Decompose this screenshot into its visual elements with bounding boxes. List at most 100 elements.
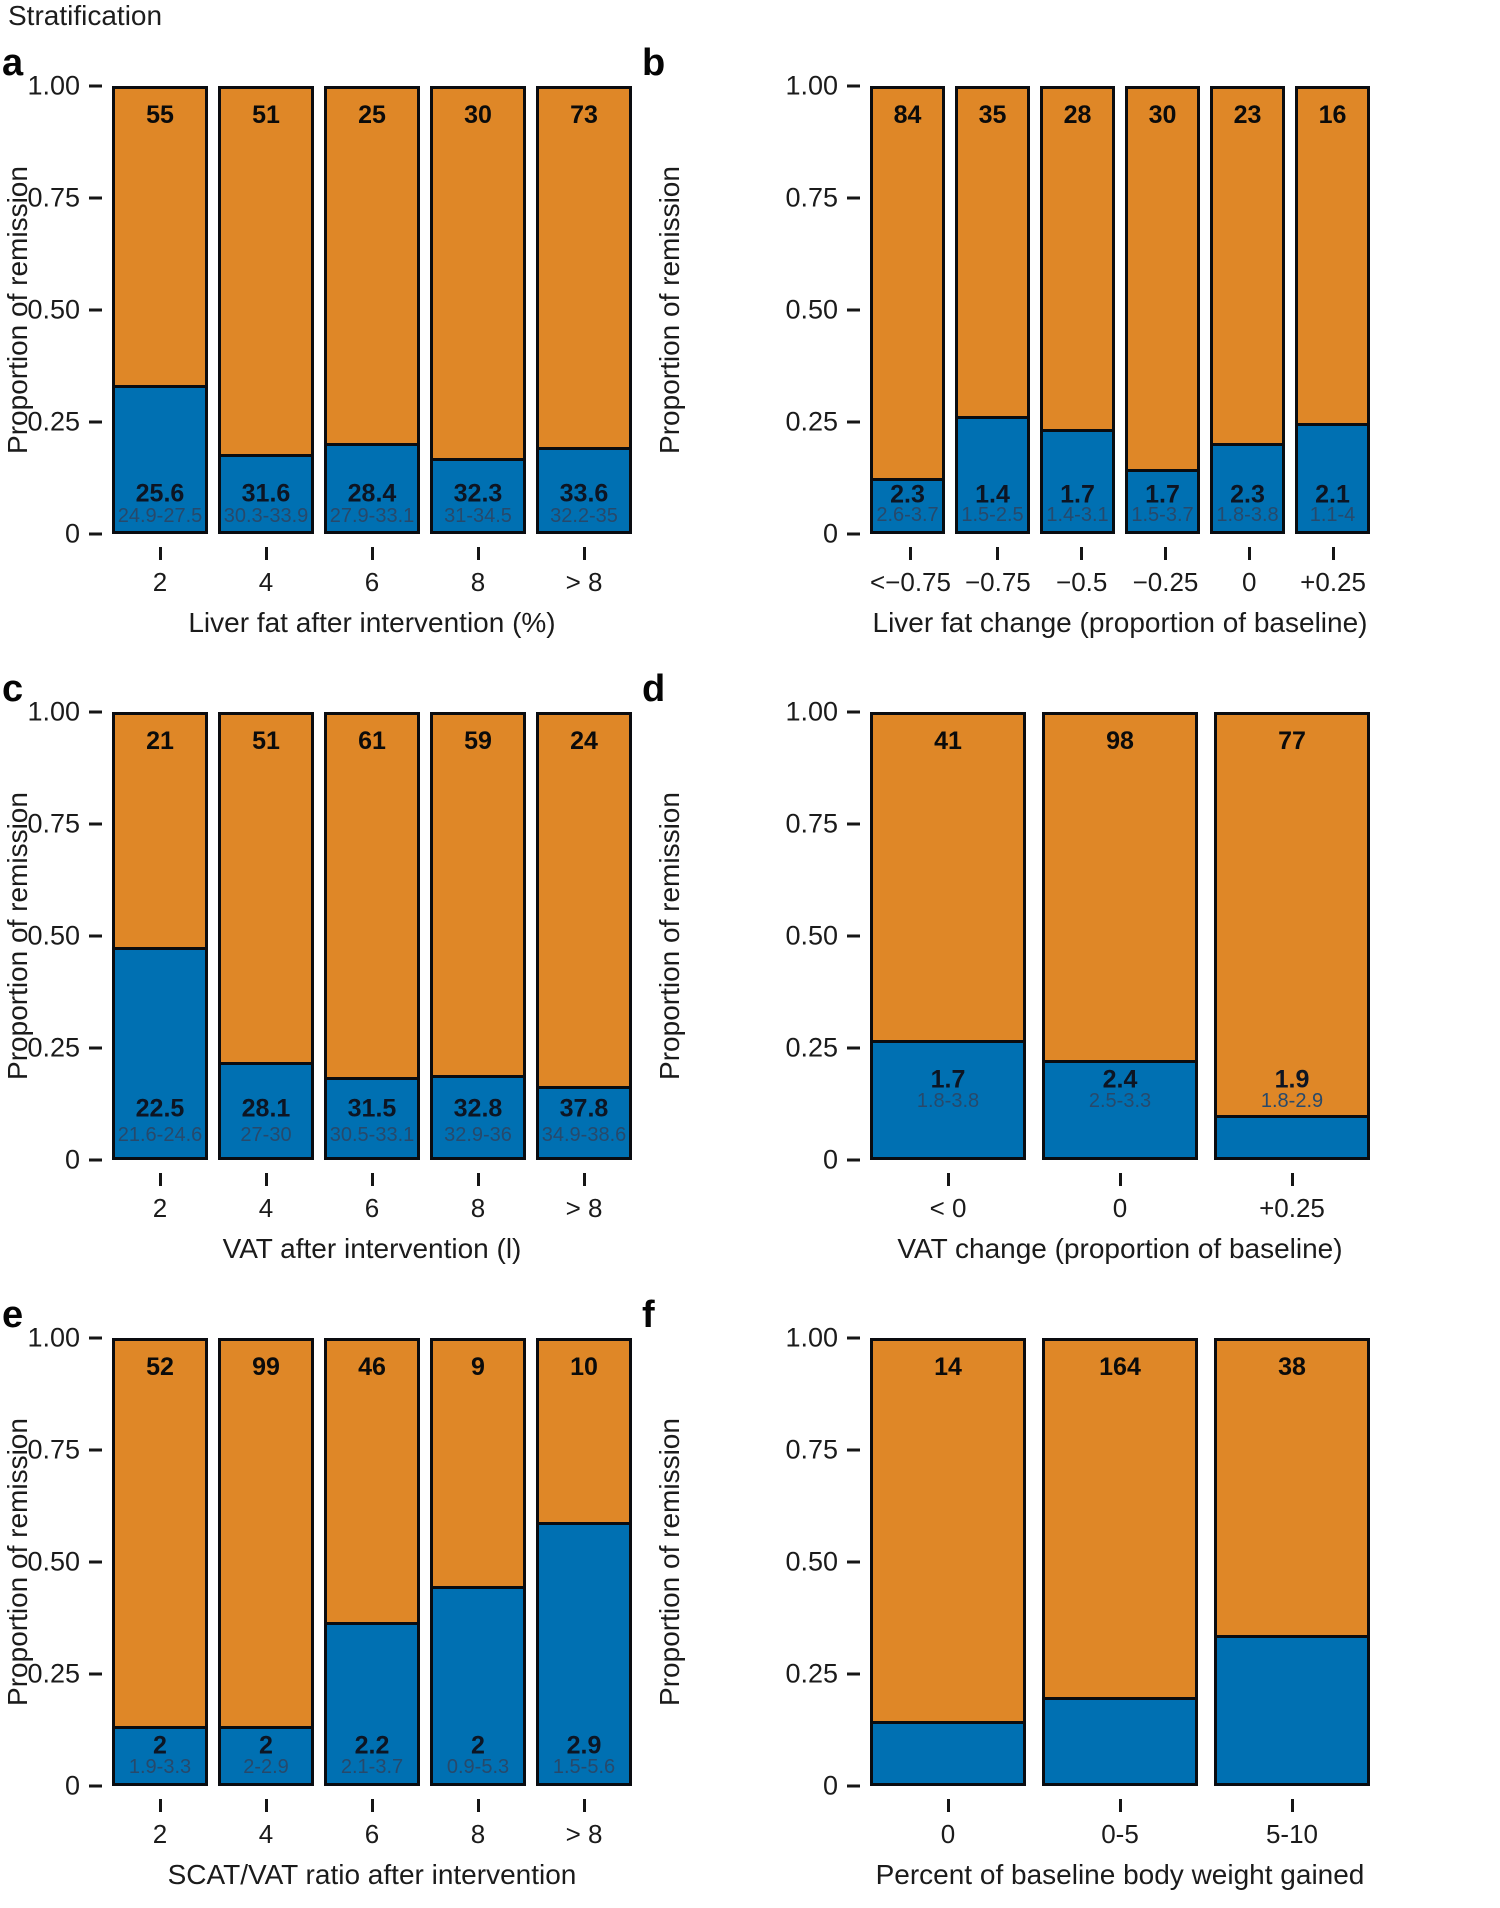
stacked-bar: 73 33.6 32.2-35 [536,86,632,534]
bar-segment-remission [327,1621,417,1783]
x-tick-mark [908,547,912,560]
stacked-bar: 30 32.3 31-34.5 [430,86,526,534]
bar-count-label: 24 [570,727,598,755]
x-tick-mark [996,547,1000,560]
bar-segment-remission [221,453,311,531]
plot-wrap: 55 25.6 24.9-27.5 51 31.6 30.3-33.9 25 28.4 27.9… [112,86,632,639]
stacked-bar: 21 22.5 21.6-24.6 [112,712,208,1160]
x-tick-label: 0 [1112,1193,1128,1223]
x-tick-label: 2 [152,567,168,597]
y-tick-mark [89,532,102,536]
x-tick-mark [476,1799,480,1812]
y-tick-mark [89,1046,102,1050]
bar-count-label: 38 [1278,1353,1306,1381]
bar-range-label: 2.6-3.7 [876,503,939,526]
x-tick-label: 6 [364,1819,380,1849]
y-tick-mark [847,934,860,938]
y-axis: Proportion of remission 1.00 0.75 0.50 0.25 0 [0,1323,112,1801]
x-tick-label: > 8 [565,1193,603,1223]
plot-area: 55 25.6 24.9-27.5 51 31.6 30.3-33.9 25 28.4 27.9… [112,86,632,534]
stacked-bar: 51 28.1 27-30 [218,712,314,1160]
bar-range-label: 1.9-3.3 [128,1755,192,1778]
y-tick: 1.00 [785,71,860,102]
x-axis-label: VAT after intervention (l) [222,1233,522,1264]
y-tick-mark [847,532,860,536]
x-tick-label: +0.25 [1259,1193,1325,1223]
x-tick: 2 [112,1799,208,1850]
bar-count-label: 23 [1233,101,1262,129]
y-tick-label: 1.00 [785,1322,838,1353]
bar-segment-remission [539,1522,629,1783]
y-tick-mark [89,1560,102,1564]
x-tick-mark [476,1173,480,1186]
bar-range-label: 31-34.5 [444,504,512,527]
bar-value-label: 37.8 [559,1094,609,1123]
y-tick-mark [89,1784,102,1788]
y-tick: 1.00 [27,1323,102,1354]
y-axis-label: Proportion of remission [654,792,685,1080]
bar-count-label: 16 [1318,101,1347,129]
bar-count-label: 30 [1148,101,1177,129]
y-tick-label: 1.00 [785,70,838,101]
figure-title: Stratification [8,0,163,31]
x-tick: −0.25 [1129,547,1203,598]
y-tick: 0.25 [785,1033,860,1064]
stacked-bar: 98 2.4 2.5-3.3 [1042,712,1198,1160]
bar-range-label: 1.8-2.9 [1260,1089,1324,1112]
bar-segment-remission [221,1725,311,1783]
stacked-bar: 59 32.8 32.9-36 [430,712,526,1160]
bar-value-label: 31.5 [347,1094,397,1123]
y-tick: 0 [65,1771,102,1802]
y-tick-label: 0.75 [27,182,80,213]
y-tick-label: 0 [822,518,838,549]
bar-range-label: 2.5-3.3 [1088,1089,1152,1112]
x-tick-label: −0.5 [1056,567,1108,597]
x-tick: 0-5 [1042,1799,1198,1850]
y-tick-mark [89,420,102,424]
y-tick: 0.25 [27,407,102,438]
panel-letter: e [2,1294,24,1336]
x-tick: 8 [430,1173,526,1224]
x-tick-mark [1290,1799,1294,1812]
y-tick-label: 0 [64,518,80,549]
x-tick-label: 2 [152,1193,168,1223]
plot-wrap: 21 22.5 21.6-24.6 51 28.1 27-30 61 31.5 30.5-33.… [112,712,632,1265]
panel-letter: f [642,1294,655,1336]
panel-a: a Proportion of remission 1.00 0.75 0.50 0.25… [0,30,640,656]
x-tick-label: 8 [470,567,486,597]
bar-range-label: 1.4-3.1 [1046,503,1109,526]
bar-segment-remission [433,458,523,531]
y-tick-mark [89,1158,102,1162]
bar-value-label: 2 [259,1731,273,1760]
x-tick: 4 [218,1173,314,1224]
x-tick: 8 [430,1799,526,1850]
stacked-bar: 164 [1042,1338,1198,1786]
x-tick-mark [264,1173,268,1186]
bar-segment-remission [539,447,629,531]
x-tick-mark [1118,1799,1122,1812]
bar-range-label: 32.9-36 [444,1123,512,1146]
y-tick-label: 0.25 [27,1032,80,1063]
x-tick: −0.75 [961,547,1035,598]
bar-segment-remission [958,416,1027,531]
x-tick-mark [582,1799,586,1812]
bar-segment-remission [115,1725,205,1783]
y-tick-mark [89,196,102,200]
plot-area: 14 164 38 [870,1338,1370,1786]
chart-c: Proportion of remission 1.00 0.75 0.50 0.25 0… [0,697,640,1265]
bar-segment-remission [115,947,205,1157]
y-tick: 0.25 [27,1033,102,1064]
x-tick: < 0 [870,1173,1026,1224]
y-tick: 0.75 [27,809,102,840]
x-ticks: 2 4 6 8 > 8 [112,547,632,598]
panel-letter: d [642,668,666,710]
bar-value-label: 32.3 [453,479,503,508]
y-tick-label: 1.00 [27,70,80,101]
bar-value-label: 2.3 [1230,480,1265,509]
bar-range-label: 27.9-33.1 [329,504,415,527]
bar-range-label: 30.5-33.1 [329,1123,415,1146]
stacked-bar: 25 28.4 27.9-33.1 [324,86,420,534]
bar-segment-remission [433,1586,523,1783]
bar-segment-remission [873,1039,1023,1157]
y-tick-label: 0.25 [785,1658,838,1689]
